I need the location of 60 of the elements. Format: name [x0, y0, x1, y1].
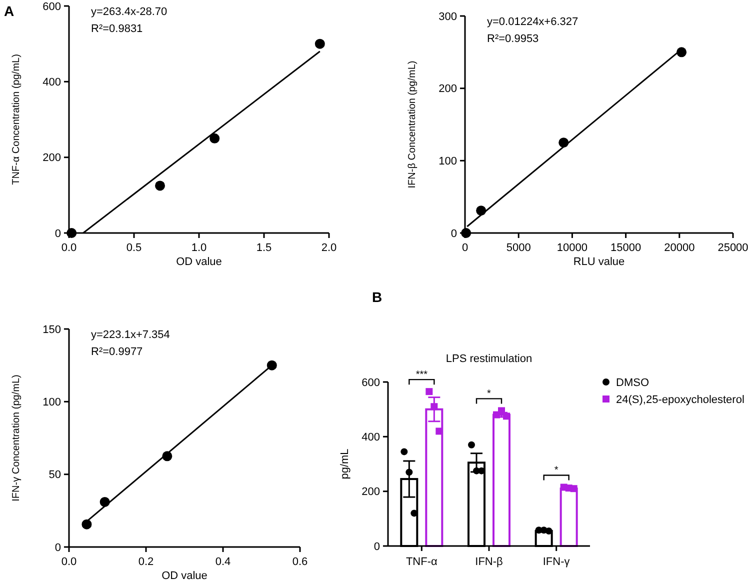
text: B: [372, 289, 382, 305]
y-tick-label: 300: [438, 10, 457, 23]
y-tick-label: 150: [42, 324, 61, 336]
x-tick-label: 5000: [506, 242, 531, 254]
x-tick-label: IFN-γ: [542, 556, 570, 568]
x-tick-label: 0: [462, 242, 468, 254]
y-tick-label: 100: [438, 156, 457, 168]
x-tick-label: 1.0: [191, 242, 207, 254]
y-tick-label: 0: [54, 228, 61, 240]
y-axis-title: IFN-β Concentration (pg/mL): [407, 60, 418, 188]
y-tick-label: 0: [54, 542, 61, 554]
y-tick-label: 400: [42, 76, 61, 89]
point: [210, 133, 220, 144]
annotation: y=223.1x+7.354: [91, 328, 170, 341]
x-tick-label: 25000: [718, 242, 748, 254]
y-axis-title: IFN-γ Concentration (pg/mL): [11, 374, 22, 502]
x-tick-label: TNF-α: [406, 556, 438, 568]
y-tick-label: 100: [42, 396, 61, 409]
y-tick-label: 400: [362, 432, 380, 444]
y-tick-label: 50: [48, 469, 61, 482]
text: ***: [416, 370, 428, 381]
x-tick-label: 0.4: [215, 556, 231, 568]
x-tick-label: 2.0: [321, 242, 337, 254]
y-tick-label: 0: [450, 228, 457, 240]
legend-label: DMSO: [616, 376, 650, 389]
point: [314, 38, 325, 49]
point: [82, 519, 92, 530]
x-axis-title: OD value: [162, 570, 208, 582]
x-axis-title: OD value: [176, 256, 222, 268]
y-tick-label: 200: [362, 486, 380, 498]
bar: [560, 488, 578, 547]
y-tick-label: 600: [362, 376, 380, 389]
x-tick-label: 1.5: [256, 242, 272, 254]
annotation: y=263.4x-28.70: [91, 6, 168, 18]
y-axis-title: TNF-α Concentration (pg/mL): [11, 54, 22, 185]
annotation: *: [487, 388, 492, 400]
annotation: R²=0.9953: [487, 32, 539, 45]
annotation: R²=0.9831: [91, 22, 143, 35]
y-axis-title: pg/mL: [339, 448, 351, 480]
annotation: y=0.01224x+6.327: [487, 16, 578, 28]
legend-label: 24(S),25-epoxycholesterol: [616, 394, 744, 406]
x-tick-label: 0.0: [61, 242, 77, 254]
x-tick-label: 15000: [610, 242, 642, 254]
x-tick-label: 0.0: [61, 556, 77, 568]
x-tick-label: 20000: [664, 242, 695, 254]
y-tick-label: 0: [374, 540, 380, 553]
x-tick-label: 0.6: [292, 556, 308, 568]
x-tick-label: 0.5: [126, 242, 142, 254]
x-axis-title: RLU value: [573, 256, 625, 268]
x-tick-label: 0.2: [138, 556, 154, 568]
y-tick-label: 600: [42, 0, 61, 13]
x-tick-label: 10000: [556, 242, 588, 254]
y-tick-label: 200: [438, 83, 457, 96]
chart-title: LPS restimulation: [446, 353, 532, 365]
annotation: R²=0.9977: [91, 346, 143, 358]
x-tick-label: IFN-β: [475, 556, 503, 568]
chart-title: A: [4, 3, 14, 19]
point: [155, 180, 165, 191]
annotation: *: [554, 465, 558, 476]
y-tick-label: 200: [42, 152, 61, 164]
